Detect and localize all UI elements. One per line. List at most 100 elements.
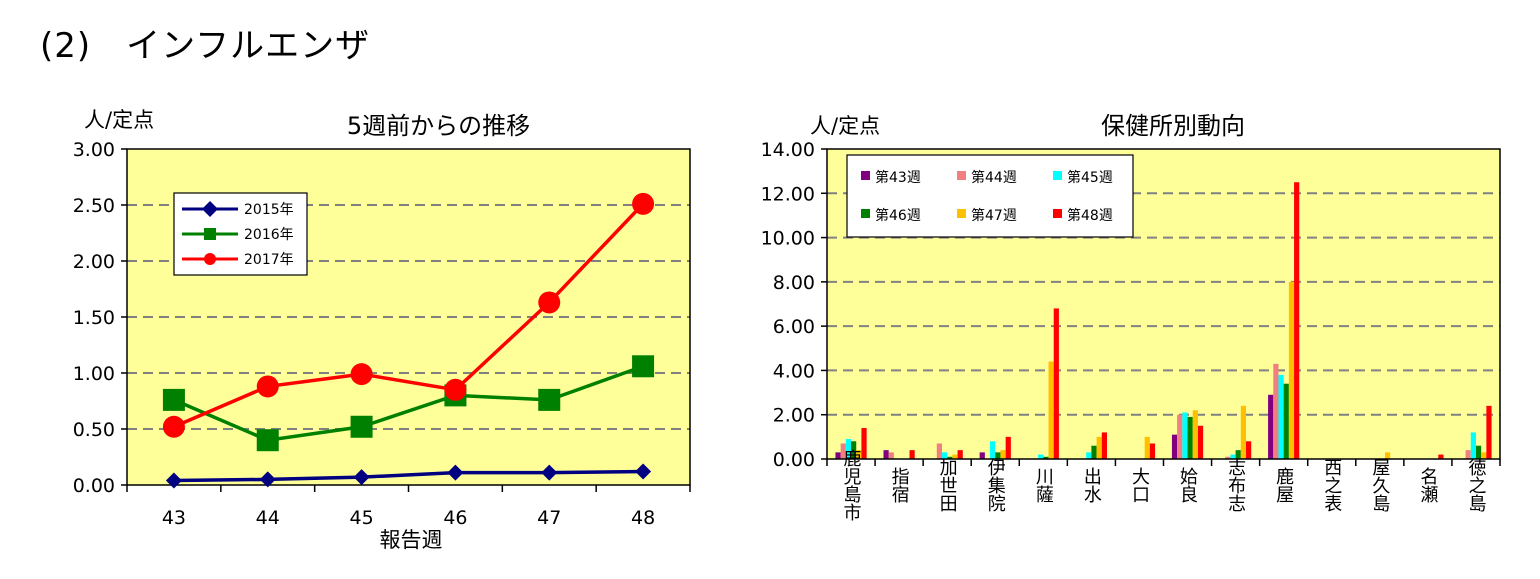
legend-label: 第43週: [875, 169, 921, 186]
bar: [1246, 441, 1252, 459]
y-tick-label: 1.50: [73, 307, 115, 329]
bar: [1283, 383, 1289, 459]
bar: [909, 450, 915, 459]
bar: [861, 428, 867, 459]
bar: [1273, 363, 1279, 459]
bar: [1171, 434, 1178, 459]
x-tick-label: 指宿: [889, 467, 910, 503]
chart-title: 5週前からの推移: [347, 112, 530, 140]
x-tick-label: 姶良: [1177, 467, 1198, 503]
y-tick-label: 3.00: [73, 139, 115, 161]
y-tick-label: 0.00: [73, 475, 115, 497]
bar: [856, 450, 862, 459]
bar: [1038, 454, 1044, 459]
y-tick-label: 4.00: [773, 360, 815, 382]
legend-label: 第48週: [1067, 207, 1113, 224]
bar: [1385, 452, 1391, 459]
y-axis-label: 人/定点: [84, 108, 154, 132]
bar: [883, 450, 889, 459]
bar: [840, 443, 846, 459]
y-tick-label: 1.00: [73, 363, 115, 385]
legend-swatch: [957, 209, 966, 218]
bar: [1005, 436, 1011, 459]
legend-label: 第46週: [875, 207, 921, 224]
bar: [1043, 456, 1049, 459]
data-point: [538, 388, 561, 411]
y-axis-label: 人/定点: [810, 114, 880, 138]
legend-label: 2017年: [244, 252, 294, 268]
series-line: [173, 202, 645, 429]
legend-swatch: [861, 171, 870, 180]
series-line: [173, 469, 644, 483]
y-tick-label: 8.00: [773, 272, 815, 294]
bar: [1144, 436, 1150, 459]
bar: [941, 452, 948, 459]
bar: [1230, 454, 1236, 459]
x-tick-label: 伊集院: [985, 458, 1006, 512]
bar: [936, 443, 942, 459]
y-tick-label: 0.00: [773, 449, 815, 471]
bar: [995, 452, 1001, 459]
bar: [1278, 374, 1284, 459]
x-tick-label: 大口: [1129, 467, 1150, 503]
data-point: [259, 471, 276, 488]
data-point: [632, 355, 655, 378]
bar: [1177, 414, 1183, 459]
x-tick-label: 名瀬: [1417, 467, 1438, 503]
bar: [1000, 450, 1006, 459]
x-tick-label: 加世田: [937, 458, 958, 512]
bar: [1096, 436, 1102, 459]
bar: [1101, 432, 1107, 459]
legend-label: 第45週: [1067, 169, 1113, 186]
data-point: [256, 429, 279, 452]
y-tick-label: 2.00: [73, 251, 115, 273]
y-tick-label: 10.00: [761, 228, 815, 250]
bar: [1086, 452, 1092, 459]
x-tick-label: 鹿児島市: [841, 449, 862, 521]
bar: [957, 450, 963, 459]
line-chart: 0.00 0.50 1.00 1.50 2.00 2.50 3.00 43 44 45 46 47 48…: [73, 108, 691, 552]
x-tick-label: 川薩: [1033, 467, 1054, 503]
x-axis-label: 報告週: [380, 528, 443, 552]
bar: [1225, 456, 1231, 459]
bar: [1091, 445, 1097, 459]
bar: [1197, 425, 1204, 459]
bar: [1240, 405, 1247, 459]
data-point: [165, 472, 182, 489]
legend-box: [846, 154, 1134, 238]
legend-swatch: [861, 209, 870, 218]
bar: [952, 454, 958, 459]
bar: [1048, 361, 1054, 459]
data-point: [538, 291, 561, 314]
bar: [1438, 454, 1444, 459]
data-point: [635, 463, 652, 480]
bar: [947, 456, 953, 459]
bar: [1149, 443, 1156, 459]
legend-label: 第47週: [971, 207, 1017, 224]
bar: [1288, 281, 1295, 459]
bar: [835, 452, 841, 459]
bar: [1182, 412, 1188, 459]
chart-title: 保健所別動向: [1101, 112, 1245, 140]
x-tick-label: 出水: [1081, 467, 1102, 503]
bar: [851, 441, 857, 459]
data-point: [541, 464, 558, 481]
legend-swatch: [1053, 171, 1062, 180]
bar: [888, 452, 894, 459]
bar: [1187, 416, 1193, 459]
bar: [1465, 450, 1471, 459]
legend-marker: [204, 228, 216, 240]
series-0: [165, 463, 652, 489]
legend-marker: [202, 201, 218, 217]
bar: [990, 441, 996, 459]
x-tick-label: 46: [443, 507, 467, 529]
y-tick-label: 0.50: [73, 419, 115, 441]
bar: [1486, 405, 1492, 459]
data-point: [350, 363, 373, 386]
data-point: [353, 469, 370, 486]
x-tick-label: 47: [537, 507, 561, 529]
data-point: [632, 192, 655, 215]
x-tick-label: 徳之島: [1465, 458, 1486, 513]
x-tick-label: 48: [631, 507, 655, 529]
